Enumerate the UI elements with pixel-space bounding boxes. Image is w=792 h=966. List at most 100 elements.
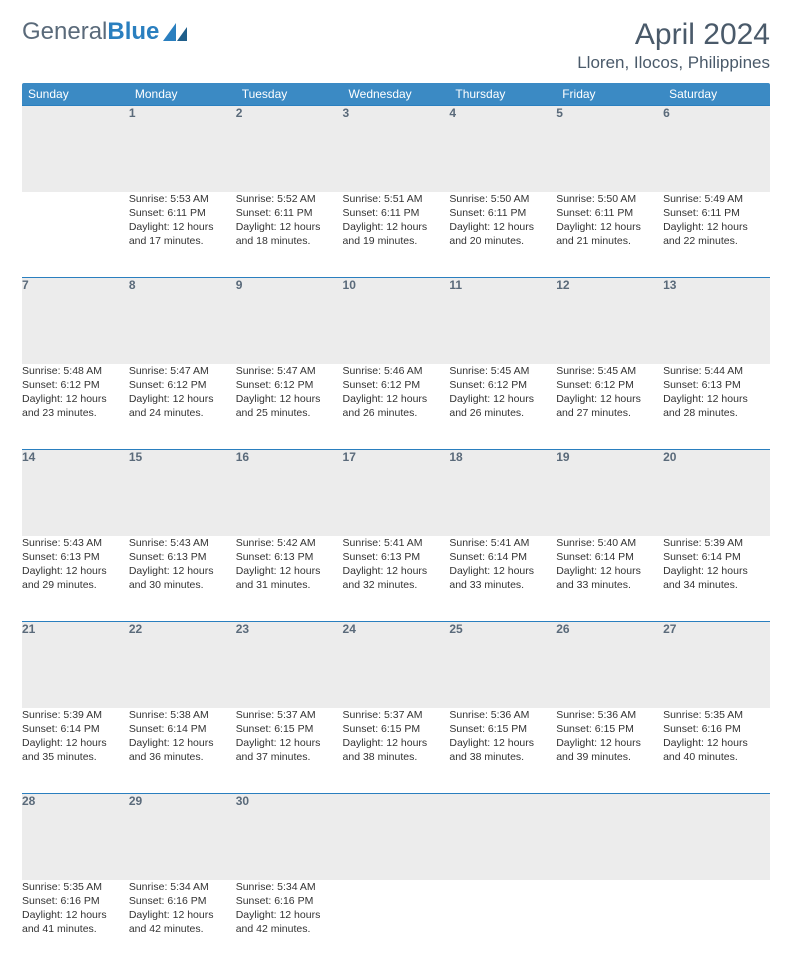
day-number-cell: 5 [556,106,663,192]
sunrise-text: Sunrise: 5:43 AM [22,536,129,550]
brand-logo: GeneralBlue [22,18,189,46]
weekday-header: Thursday [449,83,556,106]
daylight-text-1: Daylight: 12 hours [236,908,343,922]
daylight-text-2: and 33 minutes. [556,578,663,592]
sunset-text: Sunset: 6:13 PM [129,550,236,564]
sunset-text: Sunset: 6:12 PM [129,378,236,392]
day-number-cell: 18 [449,450,556,536]
daylight-text-2: and 42 minutes. [129,922,236,936]
daylight-text-2: and 39 minutes. [556,750,663,764]
sunrise-text: Sunrise: 5:41 AM [449,536,556,550]
day-number-cell: 26 [556,622,663,708]
day-content-cell: Sunrise: 5:36 AMSunset: 6:15 PMDaylight:… [556,708,663,794]
daylight-text-2: and 40 minutes. [663,750,770,764]
daylight-text-1: Daylight: 12 hours [343,736,450,750]
daylight-text-1: Daylight: 12 hours [663,392,770,406]
day-content-cell: Sunrise: 5:42 AMSunset: 6:13 PMDaylight:… [236,536,343,622]
daylight-text-2: and 35 minutes. [22,750,129,764]
day-content-row: Sunrise: 5:43 AMSunset: 6:13 PMDaylight:… [22,536,770,622]
sunset-text: Sunset: 6:16 PM [129,894,236,908]
day-number-cell: 14 [22,450,129,536]
day-content-row: Sunrise: 5:35 AMSunset: 6:16 PMDaylight:… [22,880,770,966]
sunrise-text: Sunrise: 5:39 AM [663,536,770,550]
day-content-cell: Sunrise: 5:35 AMSunset: 6:16 PMDaylight:… [22,880,129,966]
sunrise-text: Sunrise: 5:37 AM [343,708,450,722]
daylight-text-2: and 34 minutes. [663,578,770,592]
day-content-cell: Sunrise: 5:50 AMSunset: 6:11 PMDaylight:… [556,192,663,278]
sunrise-text: Sunrise: 5:35 AM [663,708,770,722]
day-number-cell: 8 [129,278,236,364]
daylight-text-1: Daylight: 12 hours [129,564,236,578]
day-content-cell [343,880,450,966]
day-content-cell: Sunrise: 5:45 AMSunset: 6:12 PMDaylight:… [449,364,556,450]
sunset-text: Sunset: 6:16 PM [663,722,770,736]
sunrise-text: Sunrise: 5:41 AM [343,536,450,550]
day-content-cell: Sunrise: 5:37 AMSunset: 6:15 PMDaylight:… [236,708,343,794]
daylight-text-2: and 19 minutes. [343,234,450,248]
sunset-text: Sunset: 6:16 PM [236,894,343,908]
daylight-text-1: Daylight: 12 hours [556,392,663,406]
day-number-cell: 23 [236,622,343,708]
daylight-text-1: Daylight: 12 hours [663,564,770,578]
day-number-cell: 6 [663,106,770,192]
page-title: April 2024 [577,18,770,51]
header: GeneralBlue April 2024 Lloren, Ilocos, P… [22,18,770,73]
sunset-text: Sunset: 6:13 PM [236,550,343,564]
day-content-cell: Sunrise: 5:41 AMSunset: 6:14 PMDaylight:… [449,536,556,622]
day-number-cell: 24 [343,622,450,708]
daylight-text-1: Daylight: 12 hours [556,736,663,750]
sunrise-text: Sunrise: 5:51 AM [343,192,450,206]
daylight-text-2: and 28 minutes. [663,406,770,420]
day-content-cell: Sunrise: 5:45 AMSunset: 6:12 PMDaylight:… [556,364,663,450]
day-number-cell [22,106,129,192]
day-number-cell: 29 [129,794,236,880]
sunrise-text: Sunrise: 5:52 AM [236,192,343,206]
logo-sail-icon [163,23,189,41]
sunset-text: Sunset: 6:12 PM [556,378,663,392]
daylight-text-1: Daylight: 12 hours [343,564,450,578]
sunset-text: Sunset: 6:12 PM [449,378,556,392]
day-number-cell: 11 [449,278,556,364]
daylight-text-2: and 24 minutes. [129,406,236,420]
sunrise-text: Sunrise: 5:50 AM [556,192,663,206]
daylight-text-2: and 26 minutes. [449,406,556,420]
day-number-cell: 17 [343,450,450,536]
day-number-cell: 1 [129,106,236,192]
day-content-cell: Sunrise: 5:43 AMSunset: 6:13 PMDaylight:… [22,536,129,622]
daylight-text-1: Daylight: 12 hours [449,220,556,234]
day-content-row: Sunrise: 5:48 AMSunset: 6:12 PMDaylight:… [22,364,770,450]
day-number-cell: 10 [343,278,450,364]
daylight-text-1: Daylight: 12 hours [129,736,236,750]
sunset-text: Sunset: 6:12 PM [236,378,343,392]
daynum-row: 14151617181920 [22,450,770,536]
sunset-text: Sunset: 6:11 PM [663,206,770,220]
sunrise-text: Sunrise: 5:39 AM [22,708,129,722]
sunrise-text: Sunrise: 5:36 AM [556,708,663,722]
day-content-cell: Sunrise: 5:47 AMSunset: 6:12 PMDaylight:… [236,364,343,450]
daylight-text-1: Daylight: 12 hours [556,564,663,578]
day-number-cell: 4 [449,106,556,192]
daylight-text-1: Daylight: 12 hours [22,908,129,922]
day-content-cell: Sunrise: 5:48 AMSunset: 6:12 PMDaylight:… [22,364,129,450]
sunset-text: Sunset: 6:11 PM [449,206,556,220]
daylight-text-2: and 26 minutes. [343,406,450,420]
daylight-text-2: and 33 minutes. [449,578,556,592]
daylight-text-2: and 20 minutes. [449,234,556,248]
day-number-cell: 16 [236,450,343,536]
daylight-text-2: and 41 minutes. [22,922,129,936]
daylight-text-1: Daylight: 12 hours [22,564,129,578]
day-content-cell: Sunrise: 5:39 AMSunset: 6:14 PMDaylight:… [22,708,129,794]
day-number-cell [556,794,663,880]
daylight-text-2: and 30 minutes. [129,578,236,592]
day-number-cell: 12 [556,278,663,364]
daylight-text-2: and 31 minutes. [236,578,343,592]
day-content-cell: Sunrise: 5:51 AMSunset: 6:11 PMDaylight:… [343,192,450,278]
weekday-header: Friday [556,83,663,106]
sunset-text: Sunset: 6:13 PM [343,550,450,564]
daylight-text-1: Daylight: 12 hours [22,392,129,406]
sunset-text: Sunset: 6:13 PM [22,550,129,564]
day-content-cell: Sunrise: 5:47 AMSunset: 6:12 PMDaylight:… [129,364,236,450]
day-number-cell: 7 [22,278,129,364]
sunset-text: Sunset: 6:11 PM [343,206,450,220]
daylight-text-2: and 18 minutes. [236,234,343,248]
